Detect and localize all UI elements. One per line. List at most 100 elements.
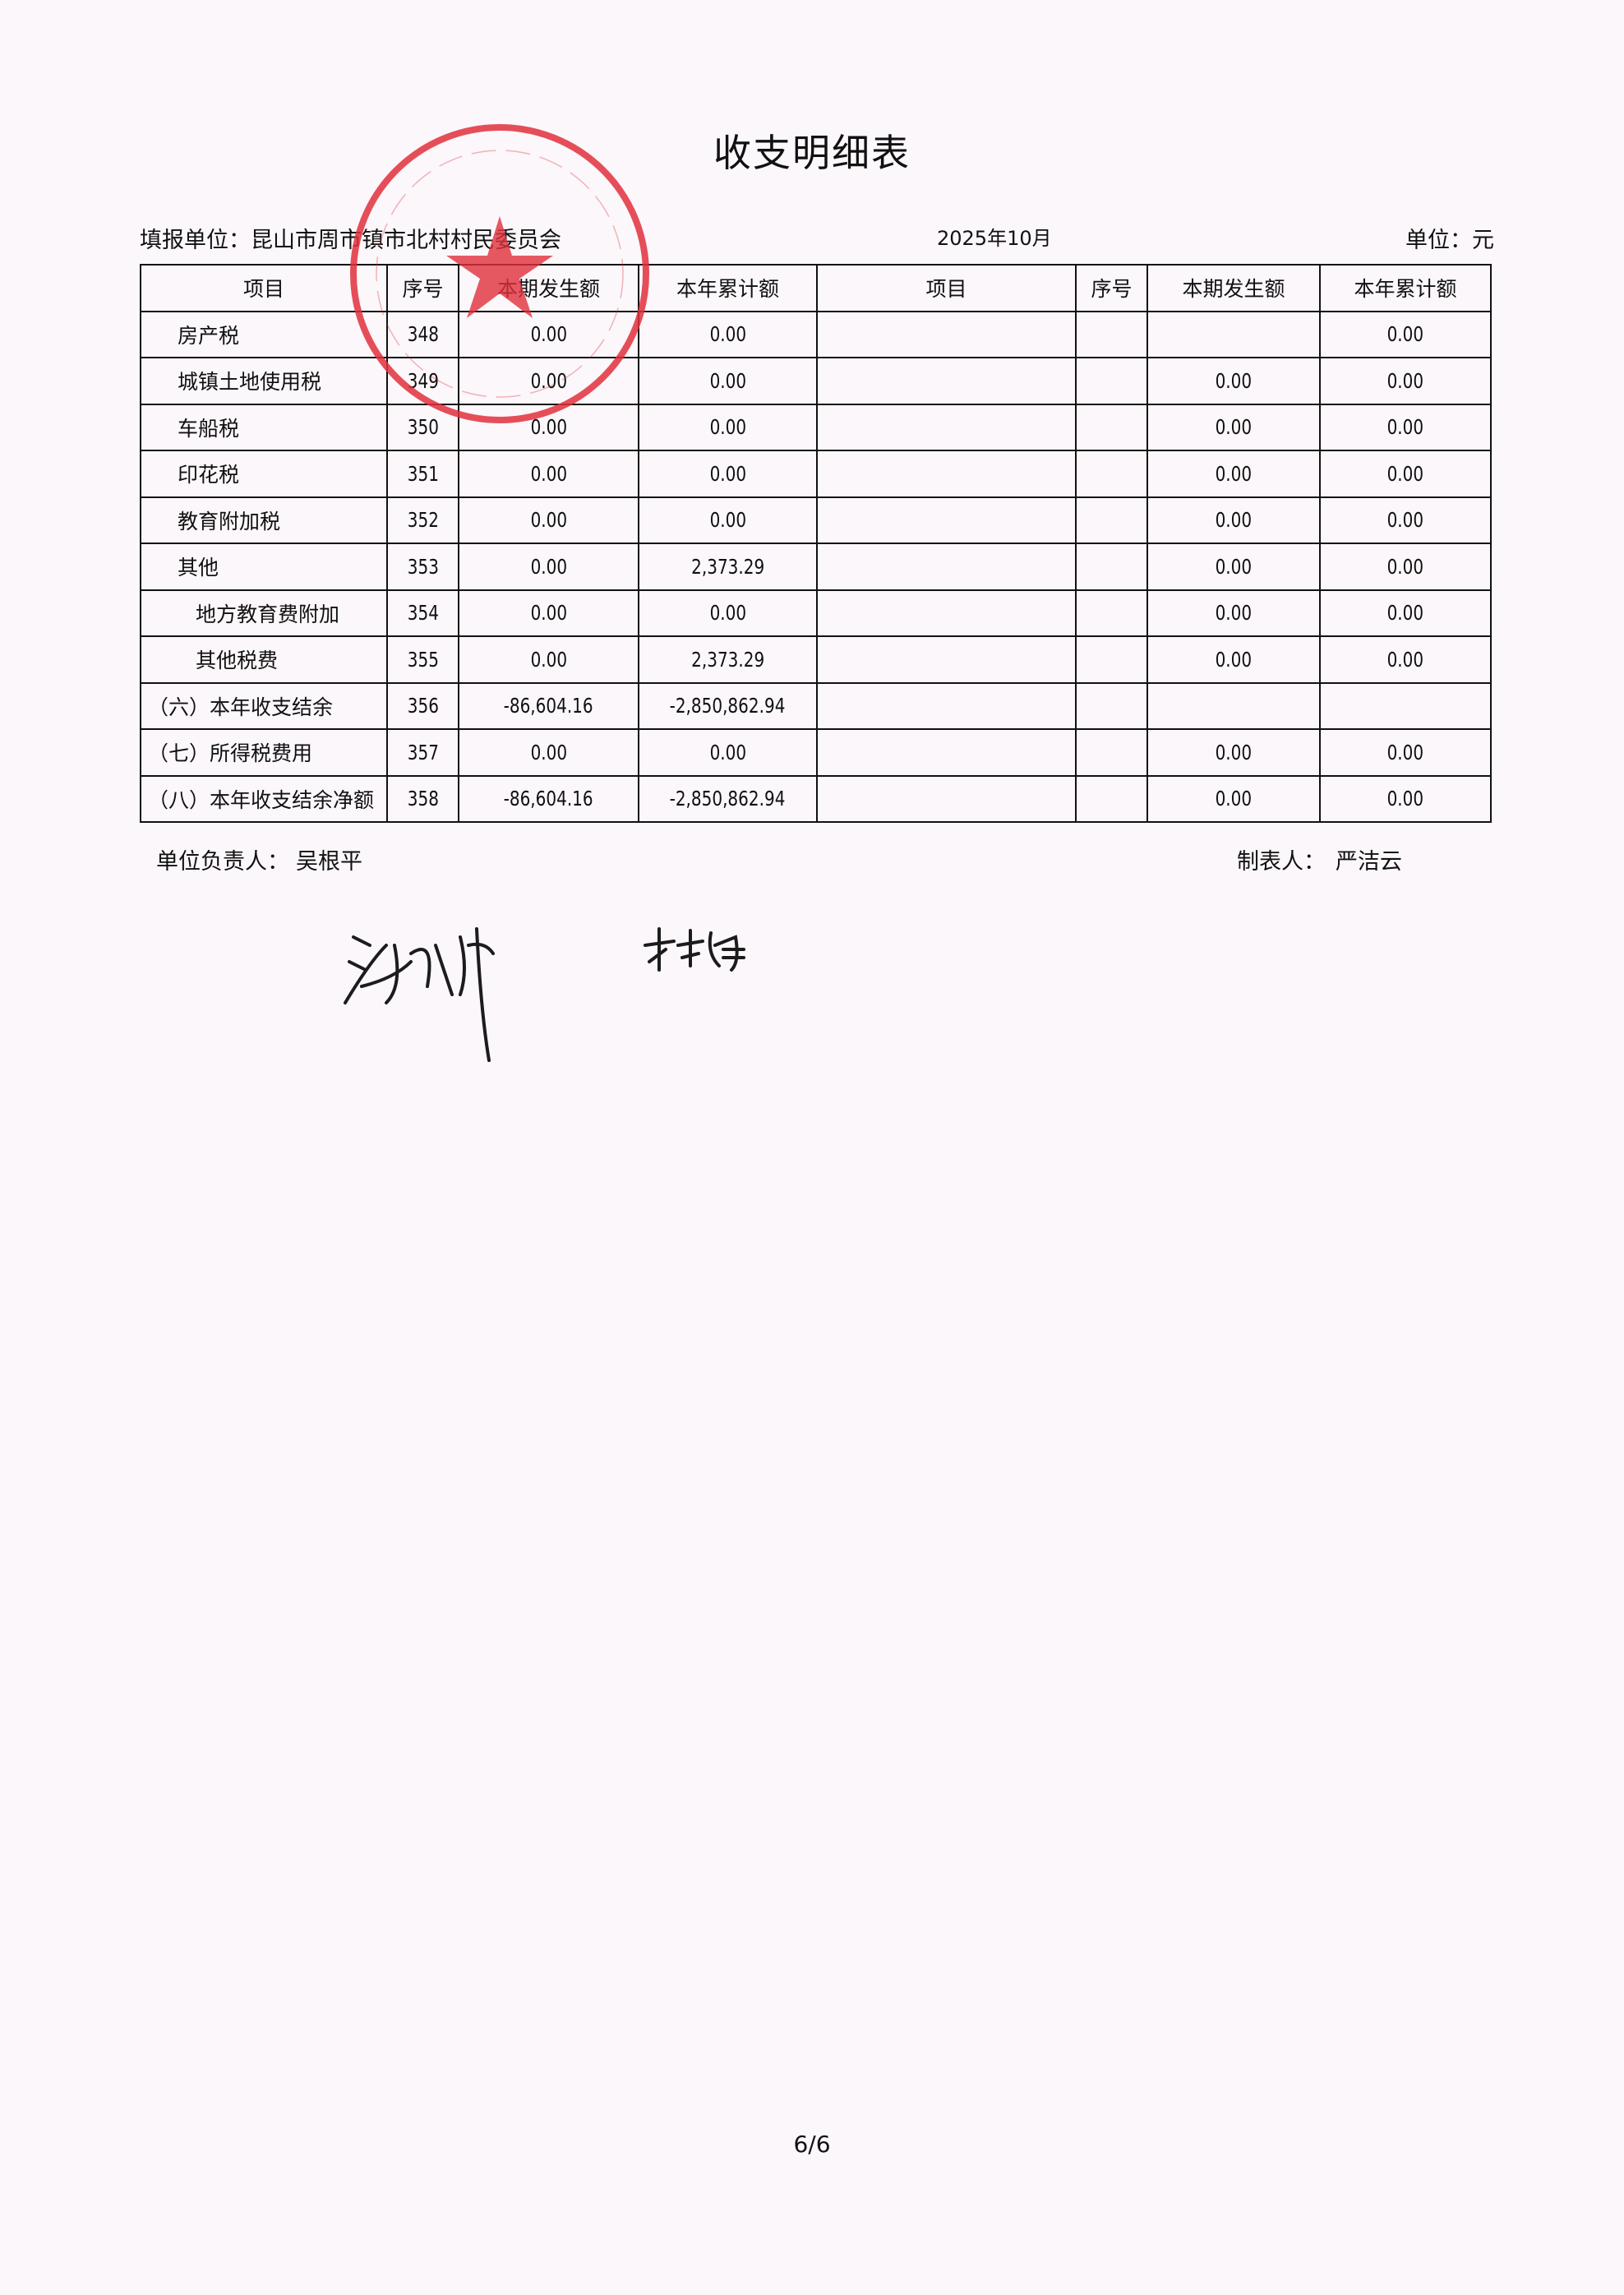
row-right-ytd-amount: 0.00 bbox=[1319, 357, 1492, 405]
row-right-number bbox=[1075, 774, 1148, 823]
row-right-number bbox=[1075, 728, 1148, 777]
row-right-number bbox=[1075, 310, 1148, 358]
row-item-text: （六）本年收支结余 bbox=[148, 695, 334, 719]
table-header-row: 项目 序号 本期发生额 本年累计额 项目 序号 本期发生额 本年累计额 bbox=[140, 264, 1492, 312]
row-ytd-amount-text: 0.00 bbox=[709, 740, 746, 764]
signature-preparer bbox=[644, 927, 745, 972]
row-item: 印花税 bbox=[140, 450, 388, 498]
row-current-amount: 0.00 bbox=[458, 728, 639, 777]
row-current-amount: 0.00 bbox=[458, 357, 639, 405]
row-number-text: 357 bbox=[407, 740, 439, 764]
row-right-item bbox=[816, 496, 1077, 544]
row-number: 354 bbox=[386, 589, 459, 637]
row-current-amount: -86,604.16 bbox=[458, 774, 639, 823]
col-header: 本期发生额 bbox=[1146, 264, 1321, 312]
preparer-label: 制表人： bbox=[1237, 849, 1326, 875]
row-right-number bbox=[1075, 450, 1148, 498]
row-ytd-amount: 0.00 bbox=[638, 728, 818, 777]
col-header: 本年累计额 bbox=[1319, 264, 1492, 312]
row-right-ytd-amount: 0.00 bbox=[1319, 774, 1492, 823]
row-right-current-amount-text: 0.00 bbox=[1215, 508, 1253, 533]
row-item-text: 房产税 bbox=[178, 323, 240, 348]
row-number-text: 350 bbox=[407, 415, 439, 440]
row-right-current-amount: 0.00 bbox=[1146, 496, 1321, 544]
row-current-amount-text: 0.00 bbox=[530, 740, 567, 764]
col-header: 项目 bbox=[816, 264, 1077, 312]
row-ytd-amount-text: 0.00 bbox=[709, 461, 746, 486]
row-right-item bbox=[816, 635, 1077, 684]
row-item-text: 车船税 bbox=[178, 416, 240, 441]
row-number-text: 354 bbox=[407, 601, 439, 626]
row-right-item bbox=[816, 357, 1077, 405]
row-right-ytd-amount: 0.00 bbox=[1319, 589, 1492, 637]
col-header: 本年累计额 bbox=[638, 264, 818, 312]
row-number-text: 352 bbox=[407, 508, 439, 533]
row-right-item bbox=[816, 310, 1077, 358]
row-ytd-amount-text: -2,850,862.94 bbox=[670, 787, 786, 811]
row-right-ytd-amount-text: 0.00 bbox=[1386, 368, 1424, 393]
row-number-text: 356 bbox=[407, 694, 439, 718]
row-current-amount: 0.00 bbox=[458, 543, 639, 591]
row-right-ytd-amount: 0.00 bbox=[1319, 635, 1492, 684]
row-item-text: 地方教育费附加 bbox=[196, 602, 340, 626]
row-ytd-amount: 0.00 bbox=[638, 310, 818, 358]
row-right-ytd-amount-text: 0.00 bbox=[1386, 601, 1424, 626]
row-current-amount-text: 0.00 bbox=[530, 647, 567, 672]
row-item-text: （八）本年收支结余净额 bbox=[148, 787, 375, 812]
row-right-item bbox=[816, 450, 1077, 498]
row-right-current-amount: 0.00 bbox=[1146, 774, 1321, 823]
row-ytd-amount: 0.00 bbox=[638, 589, 818, 637]
preparer-name: 严洁云 bbox=[1336, 849, 1402, 875]
table-row: 房产税 348 0.00 0.00 0.00 bbox=[140, 310, 1492, 358]
row-ytd-amount: 0.00 bbox=[638, 403, 818, 451]
table-row: 其他税费 355 0.00 2,373.29 0.00 0.00 bbox=[140, 635, 1492, 684]
row-right-number bbox=[1075, 496, 1148, 544]
row-ytd-amount: 0.00 bbox=[638, 357, 818, 405]
row-item: （六）本年收支结余 bbox=[140, 681, 388, 730]
row-right-ytd-amount bbox=[1319, 681, 1492, 730]
row-number: 352 bbox=[386, 496, 459, 544]
row-current-amount: 0.00 bbox=[458, 310, 639, 358]
row-item: 车船税 bbox=[140, 403, 388, 451]
table-row: 车船税 350 0.00 0.00 0.00 0.00 bbox=[140, 403, 1492, 451]
row-right-current-amount-text: 0.00 bbox=[1215, 368, 1253, 393]
row-ytd-amount-text: -2,850,862.94 bbox=[670, 694, 786, 718]
row-current-amount-text: 0.00 bbox=[530, 415, 567, 440]
col-header: 本期发生额 bbox=[458, 264, 639, 312]
row-right-ytd-amount-text: 0.00 bbox=[1386, 508, 1424, 533]
row-ytd-amount-text: 2,373.29 bbox=[690, 647, 765, 672]
row-right-ytd-amount: 0.00 bbox=[1319, 496, 1492, 544]
row-right-ytd-amount-text: 0.00 bbox=[1386, 554, 1424, 579]
row-ytd-amount-text: 0.00 bbox=[709, 508, 746, 533]
row-right-current-amount: 0.00 bbox=[1146, 635, 1321, 684]
col-header: 项目 bbox=[140, 264, 388, 312]
row-number-text: 355 bbox=[407, 647, 439, 672]
table-row: 印花税 351 0.00 0.00 0.00 0.00 bbox=[140, 450, 1492, 498]
row-right-current-amount bbox=[1146, 310, 1321, 358]
leader-name: 吴根平 bbox=[296, 849, 362, 875]
table-row: 城镇土地使用税 349 0.00 0.00 0.00 0.00 bbox=[140, 357, 1492, 405]
row-ytd-amount: 0.00 bbox=[638, 496, 818, 544]
row-ytd-amount: 2,373.29 bbox=[638, 543, 818, 591]
row-right-current-amount: 0.00 bbox=[1146, 728, 1321, 777]
row-item: （八）本年收支结余净额 bbox=[140, 774, 388, 823]
row-ytd-amount: -2,850,862.94 bbox=[638, 681, 818, 730]
row-number: 356 bbox=[386, 681, 459, 730]
signature-leader bbox=[344, 927, 495, 1062]
row-item-text: 其他税费 bbox=[196, 649, 279, 673]
row-current-amount-text: -86,604.16 bbox=[503, 787, 593, 811]
row-current-amount: 0.00 bbox=[458, 635, 639, 684]
row-number-text: 351 bbox=[407, 461, 439, 486]
row-current-amount-text: 0.00 bbox=[530, 368, 567, 393]
row-right-number bbox=[1075, 543, 1148, 591]
row-number-text: 349 bbox=[407, 368, 439, 393]
row-item-text: 其他 bbox=[178, 556, 219, 580]
row-right-item bbox=[816, 403, 1077, 451]
row-current-amount-text: 0.00 bbox=[530, 601, 567, 626]
row-item-text: （七）所得税费用 bbox=[148, 741, 313, 766]
row-right-current-amount: 0.00 bbox=[1146, 589, 1321, 637]
table-row: 地方教育费附加 354 0.00 0.00 0.00 0.00 bbox=[140, 589, 1492, 637]
row-right-current-amount: 0.00 bbox=[1146, 543, 1321, 591]
row-item: 教育附加税 bbox=[140, 496, 388, 544]
row-right-item bbox=[816, 589, 1077, 637]
